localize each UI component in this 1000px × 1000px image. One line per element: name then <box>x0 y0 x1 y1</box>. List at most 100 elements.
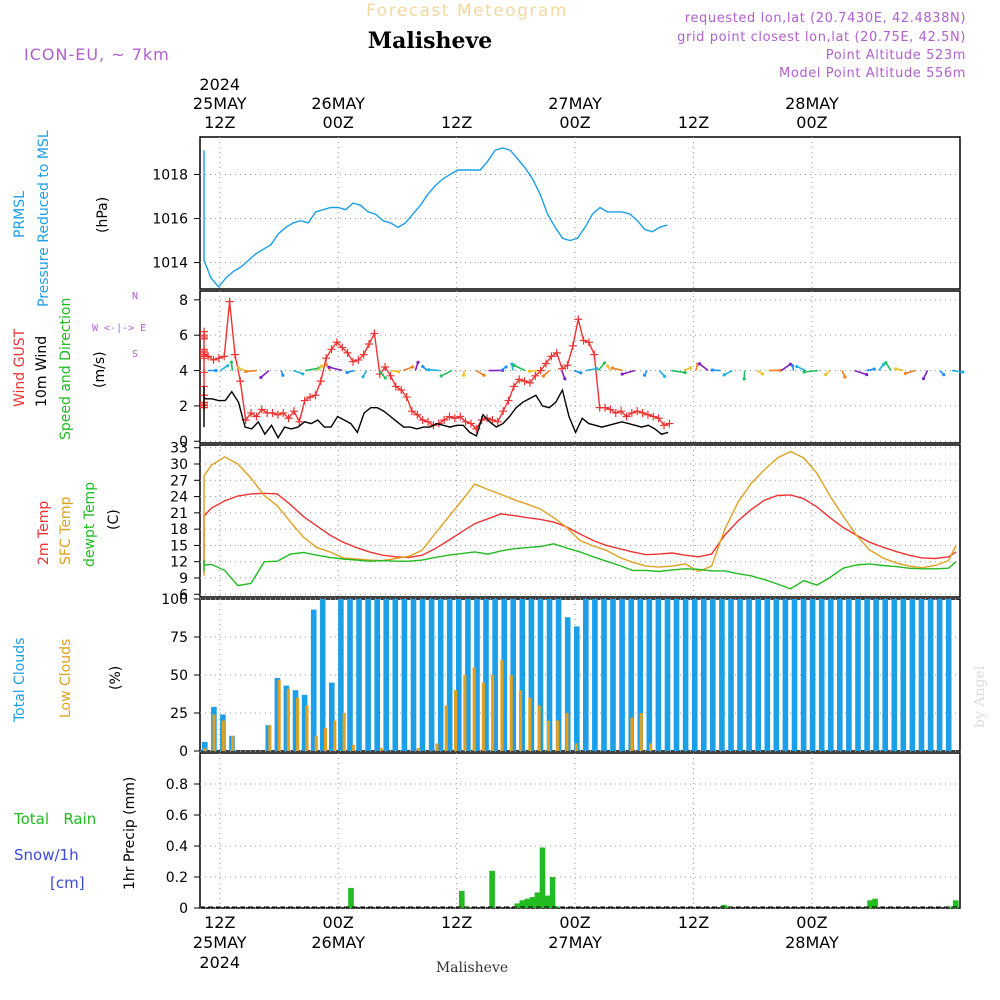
precip-bar <box>529 897 536 908</box>
clouds-bar <box>392 599 399 751</box>
wind-gust-marker <box>590 350 599 359</box>
clouds-bar <box>446 599 453 751</box>
wind-gust-marker <box>601 403 610 412</box>
time-label: 12Z <box>678 913 709 932</box>
clouds-ytick-label: 25 <box>170 706 188 722</box>
time-label: 25MAY <box>193 933 247 952</box>
time-label: 2024 <box>199 75 240 94</box>
clouds-bar <box>519 690 523 751</box>
clouds-bar <box>347 599 353 751</box>
wind-gust-marker <box>654 414 663 423</box>
supertitle: Forecast Meteogram <box>366 1 568 21</box>
wind-gust-marker <box>284 414 293 423</box>
wind-gust-marker <box>584 338 593 347</box>
wind-gust-marker <box>200 332 208 341</box>
temperature-series-line <box>203 450 957 576</box>
clouds-ytick-label: 0 <box>179 744 188 760</box>
clouds-bar <box>800 599 807 751</box>
wind-arrow-head <box>595 367 599 371</box>
model-label: ICON-EU, ~ 7km <box>24 45 170 64</box>
wind-direction-arrow <box>699 363 709 372</box>
wind-arrow-head <box>865 373 869 377</box>
wind-direction-arrow <box>378 370 386 379</box>
time-label: 28MAY <box>785 933 839 952</box>
wind-ytick-label: 2 <box>179 399 188 415</box>
time-label: 25MAY <box>193 94 247 113</box>
wind-gust-marker <box>665 419 674 428</box>
precip-bar <box>872 898 878 908</box>
clouds-bar <box>500 659 504 751</box>
pressure-ytick-label: 1014 <box>152 256 188 272</box>
wind-gust-marker <box>563 361 572 370</box>
clouds-bar <box>292 690 299 751</box>
clouds-panel: 0 25 50 75 100 <box>161 592 961 760</box>
pressure-panel: 1014 1016 1018 <box>152 136 961 290</box>
wind-gust-marker <box>365 340 374 349</box>
pressure-panel-labels: PRMSL Pressure Reduced to MSL (hPa) <box>12 130 111 307</box>
wind-gust-marker <box>466 419 475 428</box>
wind-ytick-label: 4 <box>179 364 188 380</box>
clouds-bar <box>773 599 780 751</box>
wind-arrow-head <box>504 365 508 369</box>
wind-arrow-head <box>698 362 702 366</box>
clouds-bar <box>379 748 383 751</box>
time-label: 27MAY <box>548 94 602 113</box>
precip-ytick-label: 0 <box>179 901 188 917</box>
precip-bar <box>539 847 546 908</box>
wind-10m-label: 10m Wind <box>34 336 50 407</box>
wind-gust-marker <box>214 354 223 363</box>
clouds-bar <box>639 713 643 751</box>
wind-gust-marker <box>311 391 320 400</box>
clouds-bar <box>305 705 309 751</box>
clouds-bar <box>383 599 389 751</box>
wind-arrow-head <box>894 367 898 371</box>
wind-arrow-head <box>563 377 567 381</box>
wind-arrow-head <box>236 365 240 370</box>
clouds-bar <box>710 599 716 751</box>
wind-arrow-head <box>961 370 965 374</box>
clouds-bar <box>456 599 462 751</box>
clouds-bar <box>463 675 467 751</box>
wind-gust-marker <box>520 377 529 386</box>
clouds-bar <box>314 735 318 751</box>
wind-gust-marker <box>338 343 347 352</box>
wind-arrow-head <box>482 373 486 377</box>
wind-gust-marker <box>252 412 261 421</box>
clouds-bar <box>483 599 489 751</box>
clouds-bar <box>655 599 662 751</box>
wind-gust-marker <box>402 393 411 402</box>
wind-gust-marker <box>209 355 218 364</box>
wind-direction-arrow <box>671 369 686 374</box>
wind-gust-marker <box>279 408 288 417</box>
time-label: 00Z <box>559 913 590 932</box>
wind-arrow-head <box>579 371 583 375</box>
wind-arrow-head <box>881 362 886 367</box>
time-label: 00Z <box>323 913 354 932</box>
total-rain-label: Total Rain <box>13 810 96 828</box>
wind-arrow-head <box>427 368 431 372</box>
wind-gust-marker <box>525 378 534 387</box>
clouds-bar <box>637 599 644 751</box>
precip-bar <box>348 887 354 908</box>
temperature-ytick-label: 30 <box>170 457 188 473</box>
temperature-ytick-label: 21 <box>170 506 188 522</box>
wind-direction-arrow <box>260 369 270 379</box>
clouds-bar <box>909 599 916 751</box>
temperature-ytick-label: 18 <box>170 522 188 538</box>
precip-bar <box>721 904 727 908</box>
wind-gust-marker <box>536 366 545 375</box>
wind-gust-marker <box>660 421 669 430</box>
wind-arrow-head <box>327 365 331 369</box>
snow-unit-label: [cm] <box>50 874 85 892</box>
wind-frame <box>199 290 961 444</box>
time-label: 00Z <box>323 113 354 132</box>
cloud-panel-labels: Total Clouds Low Clouds (%) <box>12 638 124 723</box>
clouds-bar <box>428 599 435 751</box>
wind-gust-marker <box>531 371 540 380</box>
clouds-bar <box>319 599 326 751</box>
clouds-bar <box>401 599 408 751</box>
clouds-bar <box>873 599 879 751</box>
wind-arrow-head <box>778 368 782 372</box>
